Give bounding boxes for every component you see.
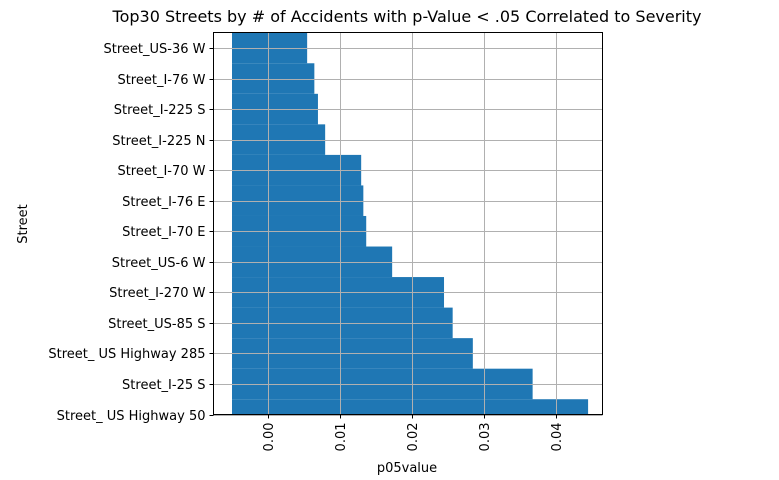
y-tick-label: Street_US-36 W: [104, 42, 206, 57]
y-axis-label: Street: [16, 204, 31, 244]
grid-lines: [213, 32, 603, 416]
y-tick-label: Street_I-76 W: [117, 73, 205, 88]
bar: [232, 399, 589, 415]
y-tick-label: Street_I-225 S: [114, 103, 206, 118]
bar: [232, 185, 364, 216]
y-tick-label: Street_US-85 S: [108, 317, 205, 332]
y-axis-ticks: Street_US-36 W Street_I-76 W Street_I-225 …: [48, 42, 214, 424]
bar: [232, 63, 315, 94]
y-tick-label: Street_I-270 W: [109, 286, 205, 301]
chart-title: Top30 Streets by # of Accidents with p-V…: [112, 7, 702, 26]
x-tick-label: 0.04: [550, 423, 565, 452]
bar: [232, 368, 533, 400]
x-tick-label: 0.00: [262, 423, 277, 452]
y-tick-label: Street_I-25 S: [122, 378, 205, 393]
y-tick-label: Street_I-70 W: [117, 164, 205, 179]
bar: [232, 124, 326, 155]
bars: [232, 32, 589, 415]
plot-frame: [213, 32, 603, 415]
y-tick-label: Street_I-76 E: [122, 195, 205, 210]
y-tick-label: Street_ US Highway 50: [57, 409, 206, 424]
x-tick-label: 0.03: [478, 423, 493, 452]
y-tick-label: Street_ US Highway 285: [48, 347, 205, 362]
x-axis-ticks: 0.00 0.01 0.02 0.03 0.04: [262, 414, 565, 452]
bar: [232, 307, 453, 339]
x-axis-label: p05value: [377, 461, 437, 476]
bar: [232, 246, 393, 278]
y-tick-label: Street_US-6 W: [112, 256, 206, 271]
y-tick-label: Street_I-225 N: [112, 134, 205, 149]
x-tick-label: 0.01: [334, 423, 349, 452]
x-tick-label: 0.02: [406, 423, 421, 452]
y-tick-label: Street_I-70 E: [122, 225, 205, 240]
